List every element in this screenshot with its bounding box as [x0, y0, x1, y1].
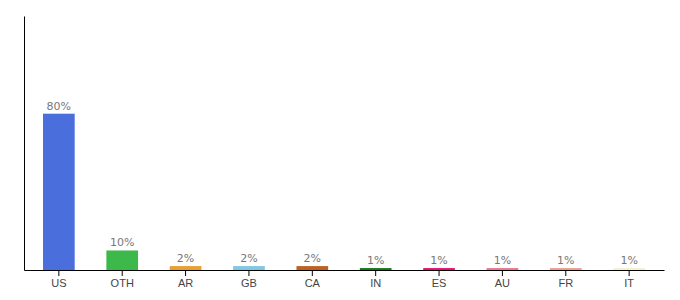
x-axis-line	[25, 270, 665, 271]
bars	[43, 114, 645, 270]
bar	[613, 268, 645, 270]
x-tick-label: AR	[178, 277, 193, 289]
y-axis	[24, 17, 25, 271]
data-label: 10%	[110, 236, 134, 249]
bar	[487, 268, 519, 270]
x-tick-mark	[185, 270, 186, 276]
data-label: 80%	[47, 100, 71, 113]
x-tick: IT	[624, 270, 634, 289]
x-tick-label: CA	[305, 277, 321, 289]
x-tick: AU	[495, 270, 510, 289]
x-tick: IN	[370, 270, 381, 289]
bar	[550, 268, 582, 270]
x-tick: US	[51, 270, 66, 289]
x-tick-label: ES	[432, 277, 447, 289]
x-tick: AR	[178, 270, 193, 289]
x-tick-mark	[312, 270, 313, 276]
x-tick-label: GB	[241, 277, 257, 289]
data-label: 2%	[240, 252, 257, 265]
data-label: 2%	[304, 252, 321, 265]
x-tick-mark	[248, 270, 249, 276]
y-axis-line	[24, 17, 25, 271]
x-tick: FR	[558, 270, 573, 289]
x-tick-label: AU	[495, 277, 510, 289]
bar	[106, 250, 138, 270]
x-tick-label: IN	[370, 277, 381, 289]
data-label: 1%	[367, 254, 384, 267]
x-tick-mark	[439, 270, 440, 276]
data-label: 1%	[494, 254, 511, 267]
x-tick-label: IT	[624, 277, 634, 289]
data-label: 1%	[620, 254, 637, 267]
data-labels: 80% 10% 2% 2% 2% 1% 1% 1% 1% 1%	[47, 100, 638, 267]
data-label: 1%	[557, 254, 574, 267]
bar	[233, 266, 265, 270]
x-tick-label: FR	[558, 277, 573, 289]
x-tick: OTH	[111, 270, 134, 289]
data-label: 2%	[177, 252, 194, 265]
x-tick: ES	[432, 270, 447, 289]
chart: 80% 10% 2% 2% 2% 1% 1% 1% 1% 1% US OTH AR GB CA IN ES AU F…	[0, 0, 680, 300]
x-tick-mark	[565, 270, 566, 276]
x-tick-mark	[502, 270, 503, 276]
x-tick: CA	[305, 270, 321, 289]
plot: 80% 10% 2% 2% 2% 1% 1% 1% 1% 1% US OTH AR GB CA IN ES AU F…	[25, 17, 665, 289]
bar	[170, 266, 202, 270]
x-tick-label: OTH	[111, 277, 134, 289]
x-axis: US OTH AR GB CA IN ES AU FR IT	[25, 270, 665, 289]
x-tick-mark	[58, 270, 59, 276]
bar	[360, 268, 392, 270]
x-tick-label: US	[51, 277, 66, 289]
x-tick-mark	[375, 270, 376, 276]
bar	[43, 114, 75, 270]
data-label: 1%	[430, 254, 447, 267]
bar	[296, 266, 328, 270]
x-tick-mark	[122, 270, 123, 276]
x-tick-mark	[629, 270, 630, 276]
x-tick: GB	[241, 270, 257, 289]
bar	[423, 268, 455, 270]
